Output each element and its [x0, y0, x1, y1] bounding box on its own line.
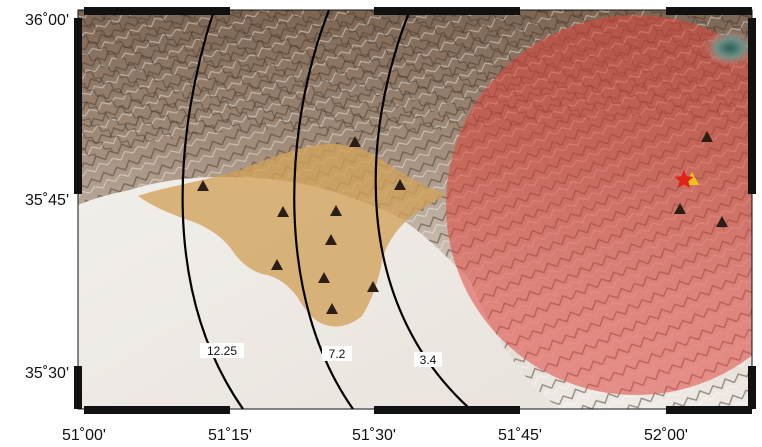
frame-bar — [74, 18, 82, 194]
station-marker — [325, 234, 337, 245]
epicenter-marker — [674, 170, 699, 188]
station-marker — [367, 281, 379, 292]
frame-bar — [74, 366, 82, 409]
station-marker — [277, 206, 289, 217]
x-tick-label: 51˚00' — [62, 427, 106, 444]
frame-bar — [748, 18, 756, 194]
distance-contour-2 — [293, 10, 354, 409]
station-marker — [330, 205, 342, 216]
y-axis-tick-labels: 36˚00' 35˚45' 35˚30' — [25, 12, 69, 382]
intensity-zone-circle — [446, 15, 752, 395]
contour-label-text: 12.25 — [207, 344, 237, 358]
y-tick-label: 35˚45' — [25, 192, 69, 209]
frame-bar — [374, 7, 520, 15]
frame-bar — [84, 7, 230, 15]
epicenter-star — [674, 170, 694, 188]
y-tick-label: 35˚30' — [25, 365, 69, 382]
station-marker — [318, 272, 330, 283]
distance-contour-1 — [181, 10, 244, 409]
station-marker — [394, 179, 406, 190]
volcano-peak — [704, 30, 752, 66]
station-marker — [271, 259, 283, 270]
frame-bar — [374, 406, 520, 414]
contour-label-3: 3.4 — [414, 352, 442, 367]
station-marker — [674, 203, 686, 214]
stations-layer — [197, 131, 728, 314]
contour-label-text: 7.2 — [329, 347, 346, 361]
x-tick-label: 51˚15' — [208, 427, 252, 444]
frame-bar — [748, 366, 756, 409]
frame-bar — [666, 406, 752, 414]
station-marker — [349, 136, 361, 147]
x-tick-label: 52˚00' — [644, 427, 688, 444]
frame-bar — [666, 7, 752, 15]
x-tick-label: 51˚30' — [352, 427, 396, 444]
x-axis-tick-labels: 51˚00' 51˚15' 51˚30' 51˚45' 52˚00' — [62, 427, 688, 444]
station-marker — [326, 303, 338, 314]
station-marker — [197, 180, 209, 191]
contour-label-1: 12.25 — [200, 343, 244, 358]
station-marker — [716, 216, 728, 227]
x-tick-label: 51˚45' — [498, 427, 542, 444]
map-frame — [74, 7, 756, 414]
city-area — [138, 143, 446, 327]
frame-bar — [84, 406, 230, 414]
contour-label-2: 7.2 — [322, 346, 352, 361]
map-area: 12.25 7.2 3.4 — [78, 10, 752, 409]
contour-label-text: 3.4 — [420, 353, 437, 367]
station-marker — [701, 131, 713, 142]
y-tick-label: 36˚00' — [25, 12, 69, 29]
